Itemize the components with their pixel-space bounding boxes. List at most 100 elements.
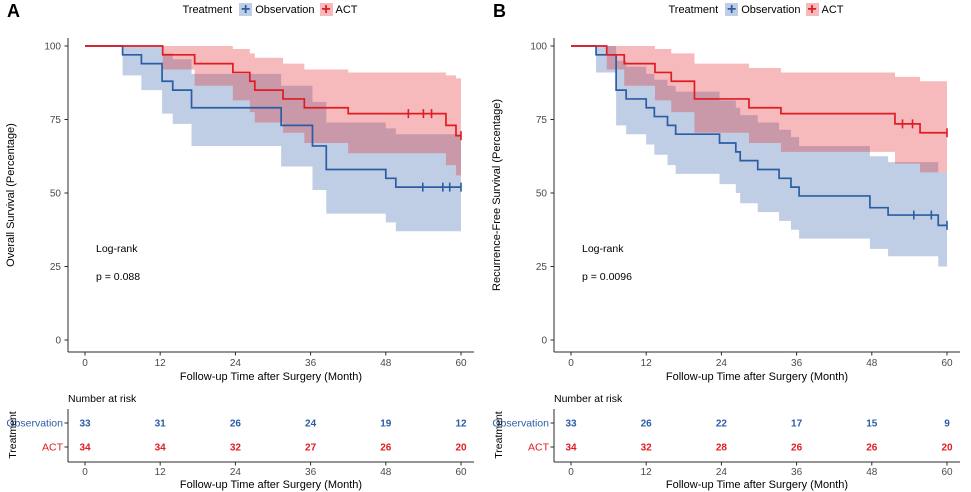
x-axis-title: Follow-up Time after Surgery (Month) (666, 371, 848, 383)
risk-count: 20 (455, 443, 467, 454)
risk-x-tick-label: 12 (641, 467, 653, 478)
risk-count: 27 (305, 443, 317, 454)
legend-item-act: + ACT (805, 0, 844, 18)
survival-curve-act (85, 45, 461, 137)
risk-row-label: ACT (528, 442, 550, 454)
legend-title: Treatment (182, 3, 233, 16)
risk-count: 17 (791, 419, 803, 430)
legend-item-observation: + Observation (725, 0, 801, 18)
x-tick-label: 24 (230, 358, 242, 369)
legend-key-act-icon: + (319, 0, 333, 18)
risk-count: 34 (79, 443, 91, 454)
y-tick-label: 75 (50, 115, 62, 126)
risk-count: 22 (716, 419, 728, 430)
risk-count: 26 (791, 443, 803, 454)
risk-count: 15 (866, 419, 878, 430)
panel-label-a: A (7, 1, 20, 21)
risk-x-axis-title: Follow-up Time after Surgery (Month) (180, 479, 362, 491)
confidence-band-observation (122, 46, 461, 232)
x-tick-label: 48 (380, 358, 392, 369)
logrank-label: Log-rank (96, 243, 138, 255)
risk-x-tick-label: 48 (866, 467, 878, 478)
risk-x-tick-label: 24 (716, 467, 728, 478)
legend-label-act: ACT (335, 3, 358, 16)
legend-item-observation: + Observation (239, 0, 315, 18)
legend: Treatment + Observation + ACT (541, 0, 971, 18)
risk-count: 20 (941, 443, 953, 454)
x-tick-label: 12 (155, 358, 167, 369)
x-tick-label: 12 (641, 358, 653, 369)
x-tick-label: 36 (305, 358, 317, 369)
panel-label-b: B (493, 1, 506, 21)
risk-x-tick-label: 36 (305, 467, 317, 478)
y-tick-label: 25 (50, 262, 62, 273)
survival-curve-act (571, 45, 947, 134)
x-tick-label: 24 (716, 358, 728, 369)
y-tick-label: 75 (536, 115, 548, 126)
survival-curve-observation (571, 45, 947, 227)
x-tick-label: 60 (941, 358, 953, 369)
confidence-band-act (162, 46, 461, 176)
panel-b: B Treatment + Observation + ACT 0 25 50 75 1… (486, 0, 971, 492)
risk-x-tick-label: 0 (568, 467, 574, 478)
confidence-band-act (606, 46, 947, 173)
risk-count: 33 (79, 419, 91, 430)
risk-x-tick-label: 12 (155, 467, 167, 478)
y-axis-title: Overall Survival (Percentage) (5, 123, 17, 267)
confidence-band-observation (596, 46, 947, 267)
p-value: p = 0.088 (96, 271, 140, 283)
risk-count: 31 (155, 419, 167, 430)
legend-item-act: + ACT (319, 0, 358, 18)
x-axis-title: Follow-up Time after Surgery (Month) (180, 371, 362, 383)
risk-count: 28 (716, 443, 728, 454)
legend-label-observation: Observation (255, 3, 315, 16)
y-tick-label: 25 (536, 262, 548, 273)
y-tick-label: 100 (44, 42, 61, 53)
risk-count: 26 (641, 419, 653, 430)
risk-count: 19 (380, 419, 392, 430)
legend-key-act-icon: + (805, 0, 819, 18)
legend-key-observation-icon: + (725, 0, 739, 18)
risk-count: 34 (155, 443, 167, 454)
x-tick-label: 48 (866, 358, 878, 369)
risk-count: 26 (230, 419, 242, 430)
risk-axis-title: Treatment (493, 411, 505, 459)
risk-x-tick-label: 60 (455, 467, 467, 478)
risk-table-title: Number at risk (554, 393, 623, 405)
risk-x-tick-label: 24 (230, 467, 242, 478)
risk-count: 32 (230, 443, 242, 454)
risk-count: 32 (641, 443, 653, 454)
risk-count: 34 (565, 443, 577, 454)
risk-count: 9 (944, 419, 950, 430)
risk-row-label: Observation (492, 418, 549, 430)
y-axis-title: Recurrence-Free Survival (Percentage) (491, 99, 503, 291)
p-value: p = 0.0096 (582, 271, 632, 283)
risk-count: 26 (866, 443, 878, 454)
survival-chart-a: 0 25 50 75 100 0 12 24 36 48 60 Follow-up Time afte… (5, 38, 474, 491)
risk-row-label: ACT (42, 442, 64, 454)
y-tick-label: 50 (536, 189, 548, 200)
y-tick-label: 100 (530, 42, 547, 53)
risk-x-tick-label: 36 (791, 467, 803, 478)
risk-count: 24 (305, 419, 317, 430)
risk-x-axis-title: Follow-up Time after Surgery (Month) (666, 479, 848, 491)
risk-count: 33 (565, 419, 577, 430)
risk-row-label: Observation (6, 418, 63, 430)
x-tick-label: 60 (455, 358, 467, 369)
y-tick-label: 50 (50, 189, 62, 200)
legend-title: Treatment (668, 3, 719, 16)
logrank-label: Log-rank (582, 243, 624, 255)
risk-axis-title: Treatment (7, 411, 19, 459)
x-tick-label: 0 (82, 358, 88, 369)
risk-count: 26 (380, 443, 392, 454)
x-tick-label: 36 (791, 358, 803, 369)
y-tick-label: 0 (55, 336, 61, 347)
risk-x-tick-label: 0 (82, 467, 88, 478)
survival-chart-b: 0 25 50 75 100 0 12 24 36 48 60 Follow-up Time afte… (491, 38, 960, 491)
legend-label-act: ACT (821, 3, 844, 16)
legend-key-observation-icon: + (239, 0, 253, 18)
risk-x-tick-label: 60 (941, 467, 953, 478)
risk-count: 12 (455, 419, 467, 430)
panel-a: A Treatment + Observation + ACT 0 25 50 75 1… (0, 0, 485, 492)
